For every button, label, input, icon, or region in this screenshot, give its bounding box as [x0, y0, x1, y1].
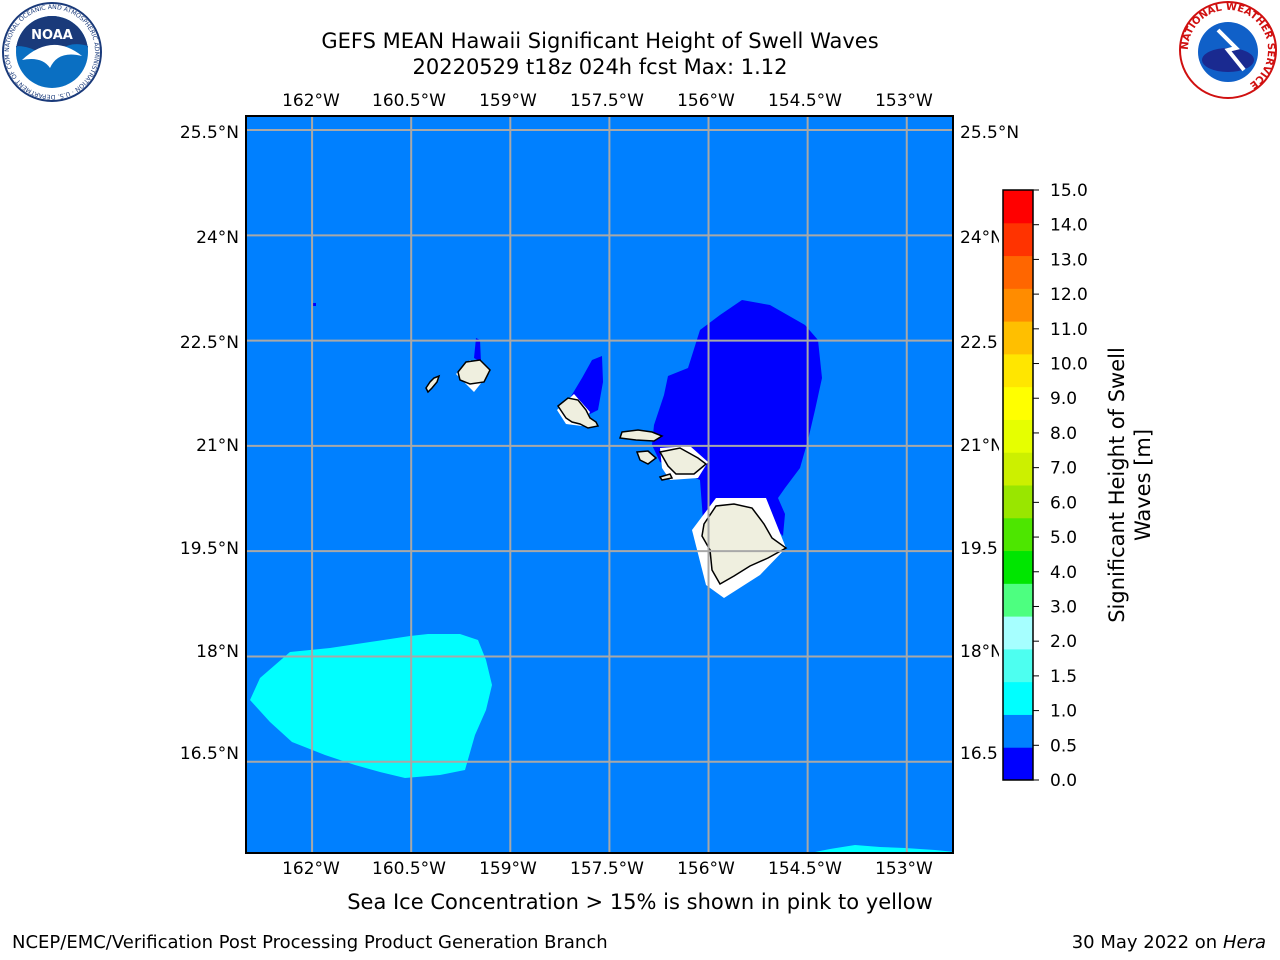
lon-label-top: 153°W [875, 91, 933, 111]
colorbar-swatch [1003, 419, 1033, 453]
colorbar-tick-label: 13.0 [1050, 250, 1088, 270]
lon-label-bottom: 159°W [479, 859, 537, 879]
lon-label-bottom: 153°W [875, 859, 933, 879]
map-frame [245, 115, 954, 854]
lon-label-bottom: 160.5°W [372, 859, 446, 879]
colorbar-swatch [1003, 550, 1033, 584]
lat-label-left: 25.5°N [180, 123, 239, 143]
colorbar-tick-label: 7.0 [1050, 459, 1077, 479]
colorbar-tick-label: 6.0 [1050, 493, 1077, 513]
colorbar-swatch [1003, 681, 1033, 715]
colorbar-tick-label: 4.0 [1050, 563, 1077, 583]
colorbar-swatch [1003, 648, 1033, 683]
map-area [246, 116, 953, 853]
colorbar-tick-label: 0.0 [1050, 771, 1077, 791]
colorbar-label-line2: Waves [m] [1131, 429, 1155, 541]
colorbar-tick-label: 3.0 [1050, 597, 1077, 617]
colorbar-tick-label: 11.0 [1050, 320, 1088, 340]
colorbar-frame [1002, 189, 1034, 781]
colorbar-swatch [1003, 288, 1033, 322]
footer-date: 30 May 2022 on Hera [1072, 932, 1266, 953]
colorbar-swatch [1003, 616, 1033, 650]
colorbar-tick-label: 0.5 [1050, 736, 1077, 756]
footer-date-text: 30 May 2022 on [1071, 932, 1218, 953]
colorbar-tick-label: 1.0 [1050, 702, 1077, 722]
colorbar-tick-label: 5.0 [1050, 528, 1077, 548]
colorbar-ticks: 0.0 0.5 1.0 1.5 2.0 3.0 4.0 5.0 6.0 7.0 8.0 9.0 10.0… [1033, 181, 1088, 791]
lat-label-right: 21°N [960, 436, 1003, 456]
colorbar-swatch [1003, 517, 1033, 552]
lon-label-top: 159°W [479, 91, 537, 111]
axis-labels: 162°W 160.5°W 159°W 157.5°W 156°W 154.5°… [180, 91, 1019, 879]
lat-label-right: 18°N [960, 642, 1003, 662]
island-lanai [635, 450, 658, 465]
swell-region-1.0-1.5-southwest [250, 634, 492, 778]
lat-label-left: 24°N [196, 228, 239, 248]
lon-label-bottom: 156°W [677, 859, 735, 879]
island-kauai [457, 359, 491, 385]
swell-shadow-0-0.5-kauai [474, 338, 481, 362]
island-niihau [425, 374, 441, 394]
lat-label-right: 19.5 [960, 539, 998, 559]
colorbar-tick-label: 14.0 [1050, 216, 1088, 236]
footer-credit: NCEP/EMC/Verification Post Processing Pr… [12, 932, 608, 953]
colorbar-swatch [1003, 190, 1033, 224]
lat-label-right: 24°N [960, 228, 1003, 248]
lon-label-bottom: 162°W [282, 859, 340, 879]
colorbar [999, 182, 1037, 788]
colorbar-swatch [1003, 255, 1033, 289]
colorbar-swatch [1003, 485, 1033, 519]
lat-label-left: 18°N [196, 642, 239, 662]
lat-label-left: 16.5°N [180, 744, 239, 764]
sea-ice-note: Sea Ice Concentration > 15% is shown in … [347, 890, 933, 914]
colorbar-label-line1: Significant Height of Swell [1105, 347, 1129, 623]
colorbar-swatch [1003, 714, 1033, 748]
colorbar-swatch [1003, 386, 1033, 420]
colorbar-swatch [1003, 747, 1033, 781]
lat-label-right: 16.5 [960, 744, 998, 764]
noaa-logo-text: NOAA [31, 28, 73, 43]
colorbar-tick-label: 9.0 [1050, 389, 1077, 409]
island-oahu [556, 397, 600, 429]
island-hawaii [701, 503, 788, 586]
lon-label-bottom: 154.5°W [768, 859, 842, 879]
lon-label-top: 157.5°W [570, 91, 644, 111]
colorbar-tick-label: 1.5 [1050, 667, 1077, 687]
footer-host: Hera [1222, 932, 1266, 953]
colorbar-swatch [1003, 353, 1033, 388]
chart-title-line1: GEFS MEAN Hawaii Significant Height of S… [321, 29, 879, 53]
noaa-logo: NATIONAL OCEANIC AND ATMOSPHERIC ADMINIS… [2, 2, 102, 102]
lat-label-left: 19.5°N [180, 539, 239, 559]
island-molokai [618, 429, 664, 442]
lat-label-left: 21°N [196, 436, 239, 456]
swell-shadow-0-0.5-speck [313, 303, 316, 306]
colorbar-tick-label: 10.0 [1050, 355, 1088, 375]
colorbar-swatch [1003, 452, 1033, 486]
lon-label-top: 162°W [282, 91, 340, 111]
chart-title-line2: 20220529 t18z 024h fcst Max: 1.12 [412, 55, 788, 79]
colorbar-tick-label: 2.0 [1050, 632, 1077, 652]
graticule [246, 116, 953, 853]
lon-label-top: 154.5°W [768, 91, 842, 111]
colorbar-tick-label: 15.0 [1050, 181, 1088, 201]
lon-label-top: 160.5°W [372, 91, 446, 111]
colorbar-swatch [1003, 222, 1033, 257]
island-kahoolawe [658, 473, 674, 481]
colorbar-swatch [1003, 583, 1033, 617]
nws-logo: NATIONAL WEATHER SERVICE [1179, 1, 1277, 99]
lon-label-top: 156°W [677, 91, 735, 111]
colorbar-tick-label: 8.0 [1050, 424, 1077, 444]
lat-label-left: 22.5°N [180, 333, 239, 353]
lat-label-right: 25.5°N [960, 123, 1019, 143]
lat-label-right: 22.5 [960, 333, 998, 353]
colorbar-tick-label: 12.0 [1050, 285, 1088, 305]
lon-label-bottom: 157.5°W [570, 859, 644, 879]
colorbar-swatch [1003, 321, 1033, 355]
swell-region-1.0-1.5-southeast [810, 845, 953, 853]
island-maui [658, 447, 708, 475]
